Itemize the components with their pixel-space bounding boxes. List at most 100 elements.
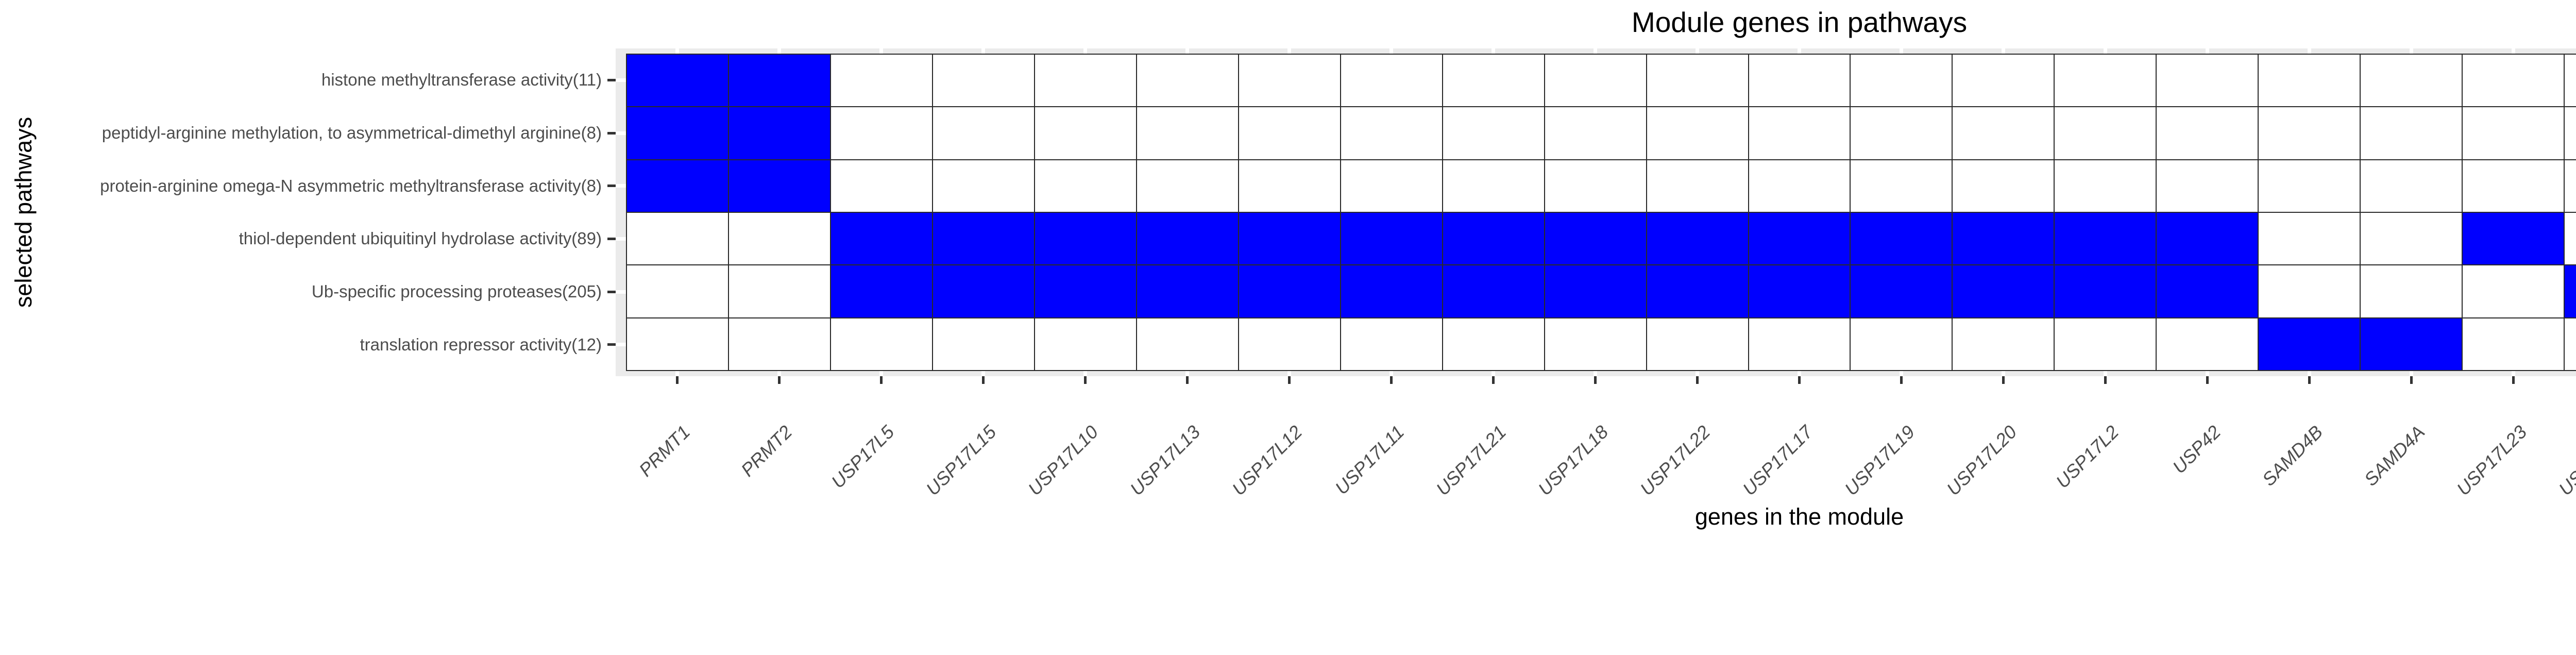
heatmap-cell — [1137, 265, 1238, 317]
heatmap-cell — [1953, 318, 2054, 370]
heatmap-cell — [1341, 318, 1442, 370]
x-tick-label: USP17L18 — [1534, 421, 1613, 500]
heatmap-cell — [1851, 265, 1952, 317]
heatmap-cell — [1749, 160, 1850, 212]
heatmap-cell — [1239, 318, 1340, 370]
heatmap-cell — [933, 160, 1034, 212]
heatmap-cell — [1545, 318, 1646, 370]
heatmap-cell — [1851, 55, 1952, 107]
heatmap-cell — [831, 55, 932, 107]
x-tick-label: USP17L10 — [1024, 421, 1103, 500]
heatmap-cell — [1443, 160, 1544, 212]
heatmap-cell — [2565, 265, 2576, 317]
heatmap-cell — [2361, 160, 2462, 212]
y-tick — [607, 343, 616, 346]
heatmap-cell — [2259, 265, 2360, 317]
heatmap-cell — [2463, 265, 2564, 317]
heatmap-cell — [1749, 55, 1850, 107]
heatmap-cell — [2361, 318, 2462, 370]
plot-title: Module genes in pathways — [1631, 6, 1968, 38]
y-tick-label: thiol-dependent ubiquitinyl hydrolase ac… — [239, 229, 602, 248]
x-tick-label: USP17L2 — [2051, 421, 2123, 493]
heatmap-tiles — [626, 54, 2576, 371]
heatmap-cell — [933, 265, 1034, 317]
heatmap-cell — [1035, 160, 1136, 212]
heatmap-cell — [1749, 213, 1850, 265]
heatmap-cell — [1341, 160, 1442, 212]
heatmap-cell — [2463, 55, 2564, 107]
x-tick — [981, 376, 985, 384]
y-tick-label: Ub-specific processing proteases(205) — [311, 282, 602, 301]
heatmap-cell — [2157, 213, 2258, 265]
heatmap-cell — [728, 107, 830, 159]
x-tick — [1900, 376, 1903, 384]
x-tick — [2002, 376, 2005, 384]
heatmap-cell — [933, 213, 1034, 265]
heatmap-cell — [2055, 55, 2156, 107]
heatmap-cell — [1239, 160, 1340, 212]
heatmap-cell — [1953, 213, 2054, 265]
x-tick-label: PRMT1 — [635, 421, 694, 481]
x-tick — [1287, 376, 1291, 384]
heatmap-cell — [831, 107, 932, 159]
x-tick — [1492, 376, 1495, 384]
heatmap-cell — [2565, 107, 2576, 159]
x-tick — [1594, 376, 1597, 384]
heatmap-cell — [2157, 55, 2258, 107]
x-axis-title: genes in the module — [1694, 503, 1904, 530]
heatmap-cell — [1749, 265, 1850, 317]
heatmap-cell — [627, 318, 728, 370]
x-tick-label: USP17L21 — [1432, 421, 1511, 500]
x-tick — [1696, 376, 1699, 384]
heatmap-cell — [1035, 107, 1136, 159]
heatmap-cell — [1443, 107, 1544, 159]
heatmap-cell — [1341, 55, 1442, 107]
heatmap-cell — [1443, 213, 1544, 265]
heatmap-cell — [2361, 55, 2462, 107]
y-tick — [607, 237, 616, 240]
heatmap-cell — [831, 265, 932, 317]
x-tick — [777, 376, 781, 384]
heatmap-cell — [2463, 213, 2564, 265]
y-tick — [607, 184, 616, 188]
heatmap-cell — [1647, 265, 1748, 317]
y-tick-label: peptidyl-arginine methylation, to asymme… — [101, 123, 602, 142]
heatmap-figure: Module genes in pathways selected pathwa… — [10, 6, 2576, 530]
heatmap-cell — [2361, 107, 2462, 159]
y-tick-label: translation repressor activity(12) — [360, 334, 602, 354]
heatmap-cell — [831, 318, 932, 370]
x-tick — [675, 376, 679, 384]
heatmap-cell — [728, 318, 830, 370]
x-tick-label: USP17L17 — [1738, 421, 1817, 500]
heatmap-cell — [1953, 107, 2054, 159]
x-tick — [1083, 376, 1087, 384]
heatmap-cell — [2259, 213, 2360, 265]
heatmap-cell — [2259, 107, 2360, 159]
x-tick-label: USP17L20 — [1942, 421, 2021, 500]
x-tick-label: USP17L22 — [1636, 421, 1715, 500]
x-tick — [2410, 376, 2413, 384]
heatmap-cell — [2361, 213, 2462, 265]
heatmap-cell — [627, 160, 728, 212]
x-tick — [1389, 376, 1393, 384]
heatmap-cell — [1443, 55, 1544, 107]
y-tick — [607, 290, 616, 293]
x-tick-label: USP17L13 — [1126, 421, 1205, 500]
heatmap-cell — [1239, 265, 1340, 317]
heatmap-cell — [2565, 318, 2576, 370]
heatmap-cell — [728, 265, 830, 317]
heatmap-cell — [831, 160, 932, 212]
x-tick-label: SAMD4A — [2360, 421, 2429, 490]
heatmap-cell — [1137, 107, 1238, 159]
heatmap-cell — [2259, 318, 2360, 370]
heatmap-cell — [1035, 213, 1136, 265]
heatmap-cell — [2157, 160, 2258, 212]
heatmap-cell — [933, 107, 1034, 159]
plot-panel — [616, 48, 2576, 376]
x-tick-label: SAMD4B — [2258, 421, 2327, 490]
heatmap-cell — [627, 265, 728, 317]
heatmap-cell — [627, 213, 728, 265]
heatmap-cell — [2565, 160, 2576, 212]
heatmap-cell — [2565, 55, 2576, 107]
heatmap-cell — [1647, 318, 1748, 370]
